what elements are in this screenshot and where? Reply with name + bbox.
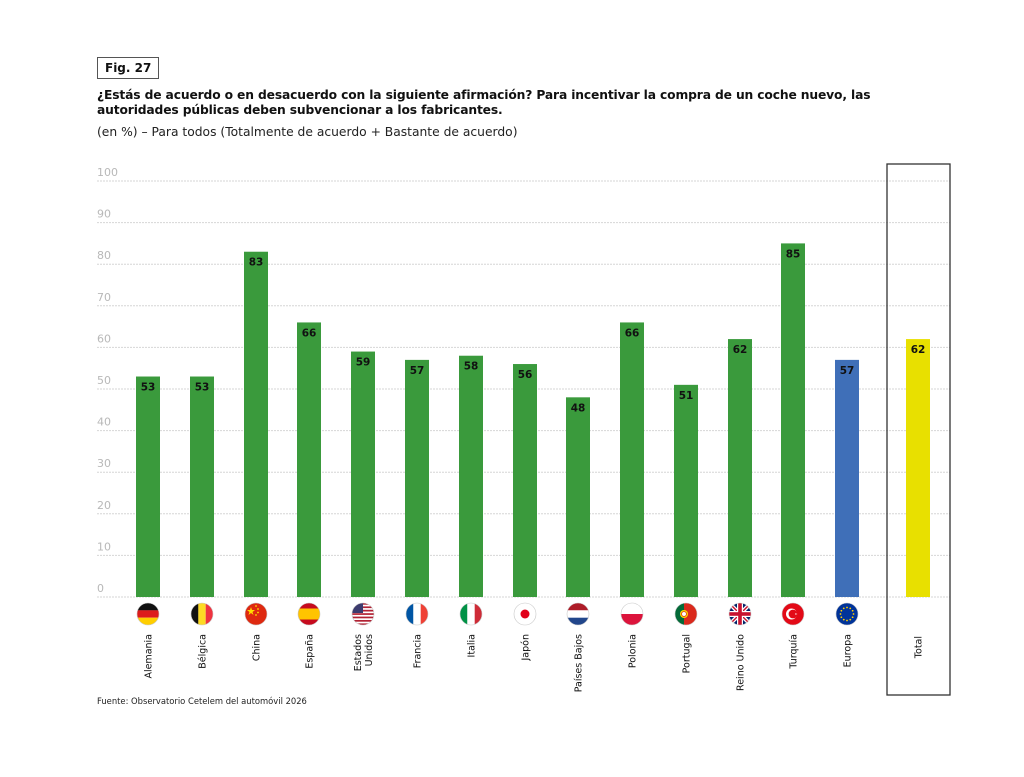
x-axis-label: Francia <box>413 634 424 668</box>
data-label: 62 <box>911 344 926 356</box>
bar <box>244 251 268 597</box>
data-label: 57 <box>840 365 855 377</box>
uk-flag-icon <box>729 603 751 625</box>
x-axis-label: Alemania <box>144 634 155 679</box>
x-axis-label: Países Bajos <box>574 634 585 692</box>
y-tick-label: 30 <box>97 457 111 470</box>
chart-subtitle: (en %) – Para todos (Totalmente de acuer… <box>97 125 518 139</box>
bar <box>136 376 160 597</box>
x-axis-label: Bélgica <box>198 634 209 669</box>
figure-label: Fig. 27 <box>97 57 160 79</box>
bar <box>835 359 859 597</box>
x-axis-labels: Alemania Bélgica China España Estados Unidos F… <box>144 634 925 692</box>
spain-flag-icon <box>298 603 320 625</box>
x-axis-label: Reino Unido <box>736 634 747 691</box>
x-axis-label: Turquía <box>789 634 800 670</box>
bar <box>351 351 375 597</box>
data-label: 83 <box>249 257 264 269</box>
y-tick-label: 100 <box>97 166 118 179</box>
bars: 53 53 83 66 59 57 58 56 48 66 51 62 85 57 62 <box>136 243 930 597</box>
chart-title: ¿Estás de acuerdo o en desacuerdo con la… <box>97 88 871 117</box>
flag-outline <box>190 602 214 626</box>
turkey-flag-icon <box>782 603 804 625</box>
bar <box>728 339 752 597</box>
data-label: 51 <box>679 390 694 402</box>
y-tick-label: 10 <box>97 540 111 553</box>
source-note: Fuente: Observatorio Cetelem del automóv… <box>97 696 307 706</box>
data-label: 59 <box>356 357 371 369</box>
x-axis-label: Portugal <box>682 634 693 673</box>
flag-outline <box>728 602 752 626</box>
data-label: 58 <box>464 361 479 373</box>
x-axis-label: Japón <box>521 634 532 662</box>
flag-outline <box>835 602 859 626</box>
flag-outline <box>351 602 375 626</box>
flag-outline <box>297 602 321 626</box>
data-label: 53 <box>141 382 156 394</box>
total-highlight-box <box>886 163 951 696</box>
flags <box>136 602 859 626</box>
data-label: 66 <box>625 327 640 339</box>
data-label: 66 <box>302 327 317 339</box>
y-tick-label: 0 <box>97 582 104 595</box>
data-label: 62 <box>733 344 748 356</box>
y-axis-ticks: 0 10 20 30 40 50 60 70 80 90 100 <box>97 166 118 595</box>
x-axis-label: Europa <box>843 634 854 667</box>
y-tick-label: 20 <box>97 499 111 512</box>
flag-outline <box>136 602 160 626</box>
x-axis-label: España <box>305 634 316 669</box>
japan-flag-icon <box>514 603 536 625</box>
bar <box>190 376 214 597</box>
bar <box>781 243 805 597</box>
portugal-flag-icon <box>675 603 697 625</box>
x-axis-label: Polonia <box>628 634 639 668</box>
x-axis-label: Total <box>914 636 925 659</box>
flag-outline <box>513 602 537 626</box>
belgium-flag-icon <box>191 603 213 625</box>
flag-outline <box>244 602 268 626</box>
y-tick-label: 80 <box>97 249 111 262</box>
data-label: 53 <box>195 382 210 394</box>
y-tick-label: 50 <box>97 374 111 387</box>
france-flag-icon <box>406 603 428 625</box>
poland-flag-icon <box>621 603 643 625</box>
bar <box>566 397 590 597</box>
x-axis-label: Unidos <box>364 634 375 666</box>
x-axis-label: Estados <box>353 634 364 671</box>
y-tick-label: 40 <box>97 416 111 429</box>
bar <box>620 322 644 597</box>
x-axis-label: Italia <box>467 634 478 657</box>
china-flag-icon <box>245 603 267 625</box>
bar <box>459 355 483 597</box>
germany-flag-icon <box>137 603 159 625</box>
flag-outline <box>405 602 429 626</box>
data-label: 56 <box>518 369 533 381</box>
italy-flag-icon <box>460 603 482 625</box>
usa-flag-icon <box>352 603 374 625</box>
data-label: 48 <box>571 402 586 414</box>
netherlands-flag-icon <box>567 603 589 625</box>
eu-flag-icon <box>836 603 858 625</box>
y-tick-label: 70 <box>97 291 111 304</box>
flag-outline <box>674 602 698 626</box>
bar <box>906 339 930 597</box>
flag-outline <box>459 602 483 626</box>
bar <box>674 384 698 597</box>
flag-outline <box>781 602 805 626</box>
bar <box>297 322 321 597</box>
y-tick-label: 60 <box>97 332 111 345</box>
flag-outline <box>566 602 590 626</box>
bar <box>405 359 429 597</box>
y-tick-label: 90 <box>97 208 111 221</box>
flag-outline <box>620 602 644 626</box>
x-axis-label: China <box>252 634 263 661</box>
bar <box>513 364 537 597</box>
data-label: 85 <box>786 248 801 260</box>
data-label: 57 <box>410 365 425 377</box>
